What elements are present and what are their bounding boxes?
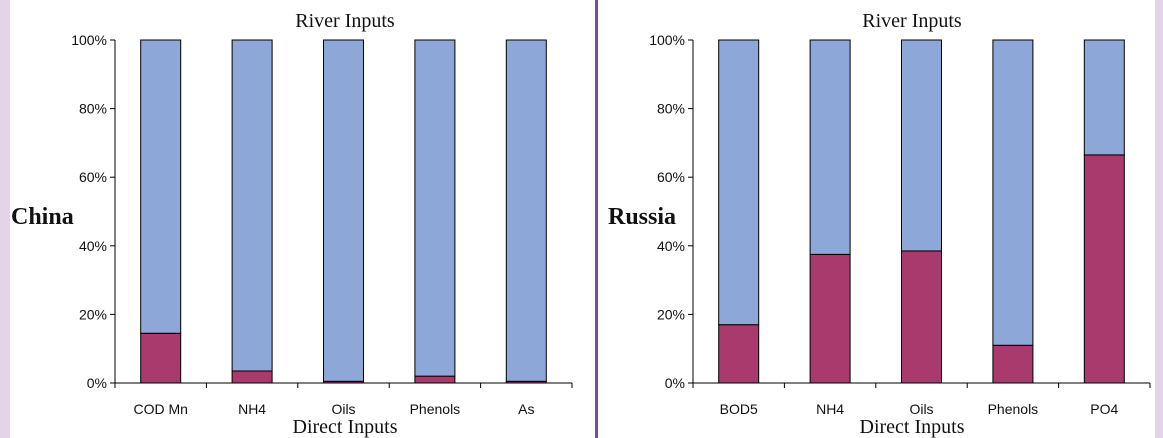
river-inputs-bar [1083,39,1125,156]
y-tick-label: 100% [649,32,685,48]
direct-inputs-bar [1083,154,1125,384]
y-tick-label: 80% [79,101,107,117]
direct-inputs-bar [718,324,760,384]
x-tick-label: NH4 [816,401,844,417]
river-inputs-bar [901,39,942,252]
river-inputs-bar [414,39,456,377]
x-tick-label: Phenols [988,401,1039,417]
y-tick-label: 60% [657,169,685,185]
x-tick-label: PO4 [1090,401,1118,417]
river-inputs-bar [140,39,182,334]
china-label: China [11,204,74,230]
y-tick-label: 80% [657,101,685,117]
x-tick-label: Phenols [410,401,461,417]
river-inputs-bar [505,39,547,382]
china-stacked-bar-chart: River Inputs China Direct Inputs 0% 20% 40% 60… [11,10,573,438]
y-tick-label: 0% [87,375,107,391]
direct-inputs-bar [809,253,851,384]
chart-title: River Inputs [295,10,395,32]
direct-inputs-bar [414,375,456,384]
china-chart-panel: River Inputs China Direct Inputs 0% 20% 40% 60… [10,0,595,438]
russia-stacked-bar-chart: River Inputs Russia Direct Inputs 0% 20% 40% 6… [608,10,1151,438]
direct-inputs-bar [992,344,1034,384]
direct-inputs-bar [901,250,942,384]
panel-divider [595,0,598,438]
chart-title: River Inputs [862,10,962,32]
y-tick-label: 40% [79,238,107,254]
russia-label: Russia [608,204,676,230]
x-axis-label: Direct Inputs [293,416,398,438]
direct-inputs-bar [231,370,273,384]
river-inputs-bar [718,39,760,326]
river-inputs-bar [231,39,273,372]
x-axis-label: Direct Inputs [860,416,965,438]
russia-chart-panel: River Inputs Russia Direct Inputs 0% 20% 40% 6… [598,0,1155,438]
x-tick-label: BOD5 [720,401,758,417]
y-tick-label: 0% [665,375,685,391]
y-tick-label: 60% [79,169,107,185]
x-tick-label: As [518,401,534,417]
direct-inputs-bar [140,332,182,384]
x-tick-label: Oils [909,401,933,417]
y-tick-label: 40% [657,238,685,254]
river-inputs-bar [992,39,1034,346]
x-tick-label: Oils [331,401,355,417]
river-inputs-bar [809,39,851,255]
river-inputs-bar [323,39,364,382]
y-tick-label: 20% [657,306,685,322]
y-tick-label: 100% [71,32,107,48]
y-tick-label: 20% [79,306,107,322]
x-tick-label: COD Mn [133,401,187,417]
x-tick-label: NH4 [238,401,266,417]
